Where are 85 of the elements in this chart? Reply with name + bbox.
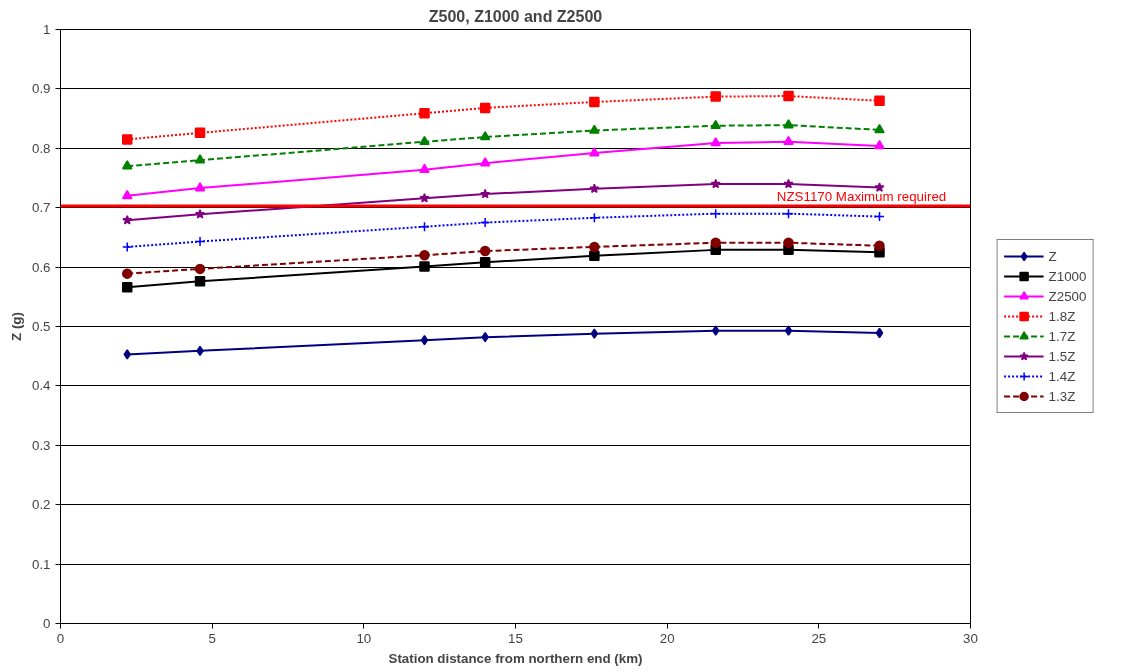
x-tick-label: 5	[208, 630, 216, 646]
point	[419, 261, 430, 272]
y-tick-label: 0	[43, 616, 51, 631]
legend-label: Z1000	[1048, 268, 1087, 284]
point	[194, 236, 206, 247]
y-tick-label: 1	[43, 22, 51, 37]
point	[589, 183, 600, 194]
point	[194, 263, 206, 275]
point	[784, 325, 793, 336]
point	[122, 214, 133, 225]
point	[121, 241, 133, 253]
point	[783, 90, 794, 102]
point	[710, 91, 721, 102]
point	[419, 135, 430, 146]
x-tick-label: 20	[659, 630, 675, 646]
point	[589, 147, 600, 157]
y-tick-label: 0.1	[31, 556, 51, 572]
point	[710, 137, 721, 147]
y-tick-label: 0.7	[31, 200, 51, 216]
point	[589, 96, 600, 108]
point	[479, 131, 491, 141]
legend-label: 1.5Z	[1048, 348, 1076, 364]
point	[194, 154, 206, 164]
y-axis-title: Z (g)	[8, 312, 24, 341]
y-tick-label: 0.4	[31, 378, 52, 394]
point	[710, 119, 721, 130]
point	[710, 237, 721, 248]
x-tick-label: 25	[811, 630, 827, 646]
point	[875, 327, 884, 339]
y-tick-label: 0.9	[31, 81, 51, 97]
point	[195, 208, 206, 219]
legend-label: Z	[1048, 248, 1058, 264]
legend-label: 1.7Z	[1048, 328, 1076, 344]
y-tick-label: 0.3	[31, 437, 51, 453]
point	[710, 178, 721, 189]
point	[419, 163, 430, 174]
point	[589, 124, 600, 134]
y-tick-label: 0.8	[31, 140, 51, 156]
point	[194, 127, 206, 139]
y-tick-label: 0.5	[31, 319, 51, 334]
point	[420, 334, 429, 346]
point	[479, 217, 491, 228]
point	[121, 134, 133, 145]
point	[874, 240, 885, 251]
point	[783, 135, 794, 146]
point	[589, 250, 600, 262]
point	[711, 325, 720, 336]
point	[419, 108, 430, 119]
point	[480, 188, 491, 199]
y-tick-label: 0.2	[31, 497, 51, 513]
point	[123, 349, 131, 360]
point	[419, 192, 430, 203]
legend-label: 1.4Z	[1048, 368, 1076, 384]
point	[479, 157, 491, 167]
y-tick-label: 0.6	[31, 259, 51, 275]
point	[194, 182, 206, 192]
legend-label: Z2500	[1048, 288, 1087, 304]
ref-line-label: NZS1170 Maximum required	[776, 188, 947, 204]
point	[783, 237, 794, 248]
point	[479, 102, 491, 114]
point	[874, 182, 885, 192]
point	[874, 139, 885, 150]
point	[589, 241, 600, 253]
point	[479, 257, 491, 268]
point	[121, 282, 133, 293]
x-tick-label: 15	[508, 630, 523, 646]
x-axis-title: Station distance from northern end (km)	[388, 650, 643, 666]
point	[783, 119, 794, 129]
point	[121, 160, 133, 170]
legend-label: 1.3Z	[1048, 388, 1076, 404]
point	[121, 268, 133, 279]
chart-title: Z500, Z1000 and Z2500	[428, 7, 603, 25]
legend-label: 1.8Z	[1048, 308, 1076, 324]
point	[121, 189, 133, 200]
point	[783, 178, 794, 189]
point	[194, 276, 206, 287]
x-tick-label: 30	[963, 630, 978, 646]
point	[589, 212, 600, 224]
point	[874, 123, 885, 134]
point	[479, 245, 491, 257]
point	[419, 249, 430, 261]
x-tick-label: 0	[56, 630, 65, 646]
point	[874, 95, 885, 107]
point	[590, 328, 599, 339]
x-tick-label: 10	[356, 630, 372, 646]
